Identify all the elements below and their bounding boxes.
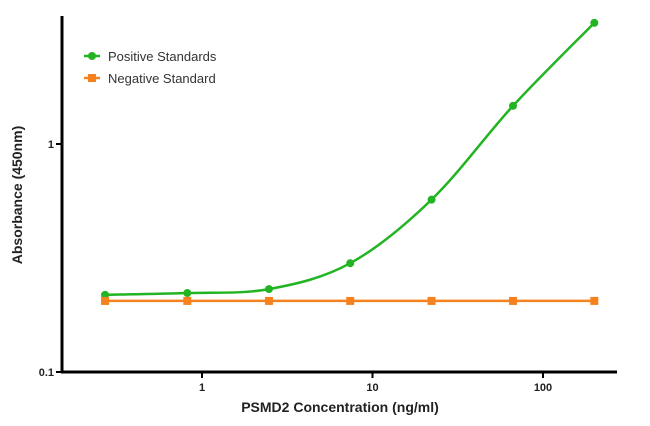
x-tick-label: 1 [199,382,205,394]
legend-label: Negative Standard [108,71,216,86]
data-point-positive [264,285,273,294]
data-point-positive [101,290,110,299]
data-point-positive [590,18,599,27]
legend-item-positive: Positive Standards [84,49,217,64]
data-point-negative [427,296,436,305]
legend-marker-square-icon [88,74,96,82]
data-point-negative [183,296,192,305]
y-axis-label: Absorbance (450nm) [9,126,25,264]
data-point-positive [427,195,436,204]
data-point-positive [509,101,518,110]
x-tick-label: 100 [534,382,552,394]
legend-marker-circle-icon [88,52,96,60]
data-point-negative [590,296,599,305]
legend-label: Positive Standards [108,49,217,64]
x-axis-label: PSMD2 Concentration (ng/ml) [241,399,439,415]
y-tick-label: 1 [48,139,54,151]
data-point-positive [183,289,192,298]
data-point-negative [346,296,355,305]
x-tick-label: 10 [366,382,378,394]
y-tick-label: 0.1 [39,367,54,379]
data-point-negative [101,296,110,305]
data-point-positive [346,259,355,268]
legend: Positive Standards Negative Standard [84,49,217,86]
legend-item-negative: Negative Standard [84,71,216,86]
data-point-negative [264,296,273,305]
data-point-negative [509,296,518,305]
